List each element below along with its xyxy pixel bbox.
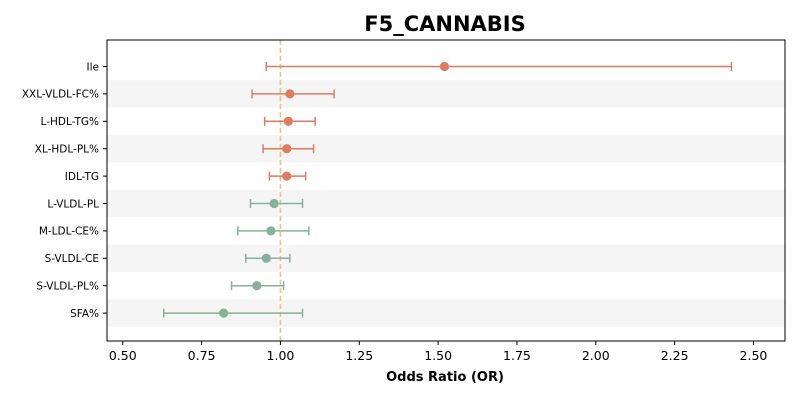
plot-frame bbox=[106, 39, 786, 342]
or-point bbox=[219, 308, 229, 318]
x-tick-label: 1.00 bbox=[267, 348, 295, 363]
y-tick-label: XXL-VLDL-FC% bbox=[22, 89, 99, 101]
chart-title: F5_CANNABIS bbox=[364, 12, 525, 36]
x-tick-label: 2.25 bbox=[661, 348, 689, 363]
y-tick-label: L-HDL-TG% bbox=[41, 116, 99, 128]
x-tick-label: 1.75 bbox=[503, 348, 531, 363]
x-tick-label: 0.75 bbox=[188, 348, 216, 363]
or-point bbox=[266, 226, 276, 236]
x-tick-label: 2.50 bbox=[740, 348, 768, 363]
or-point bbox=[285, 89, 295, 99]
row-shade bbox=[107, 189, 785, 218]
y-tick-label: S-VLDL-CE bbox=[45, 253, 99, 265]
marks-layer bbox=[163, 61, 733, 318]
row-shading-layer bbox=[107, 80, 785, 327]
y-tick-label: Ile bbox=[87, 61, 99, 73]
or-point bbox=[261, 253, 271, 263]
y-axis: Ile XXL-VLDL-FC% L-HDL-TG% XL-HDL-PL% IDL-TG… bbox=[22, 61, 107, 320]
x-tick-label: 1.50 bbox=[424, 348, 452, 363]
or-point bbox=[283, 116, 293, 126]
y-tick-label: M-LDL-CE% bbox=[39, 226, 99, 238]
x-tick-label: 0.50 bbox=[109, 348, 137, 363]
or-point bbox=[439, 61, 450, 72]
x-axis: 0.50 0.75 1.00 1.25 1.50 1.75 2.00 2.25 2.50 bbox=[109, 341, 768, 363]
x-tick-label: 1.25 bbox=[345, 348, 373, 363]
y-tick-label: XL-HDL-PL% bbox=[35, 144, 99, 156]
row-shade bbox=[107, 135, 785, 163]
y-tick-label: SFA% bbox=[70, 308, 99, 320]
y-tick-label: L-VLDL-PL bbox=[47, 198, 99, 210]
x-tick-label: 2.00 bbox=[582, 348, 610, 363]
row-shade bbox=[107, 80, 785, 108]
y-tick-label: S-VLDL-PL% bbox=[36, 281, 99, 293]
or-point bbox=[282, 144, 292, 154]
row-shade bbox=[107, 244, 785, 272]
or-point bbox=[282, 171, 292, 181]
or-point bbox=[252, 281, 262, 291]
x-axis-label: Odds Ratio (OR) bbox=[386, 370, 504, 385]
y-tick-label: IDL-TG bbox=[65, 171, 99, 183]
or-point bbox=[269, 198, 279, 209]
